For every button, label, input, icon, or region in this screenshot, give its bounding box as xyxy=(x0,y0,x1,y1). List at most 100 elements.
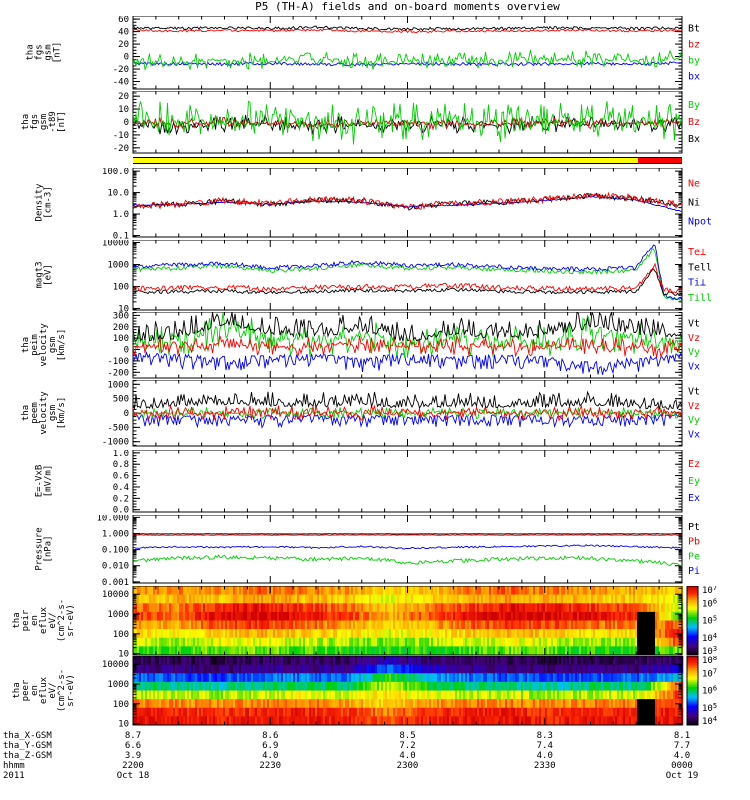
y-tick-label: 0.8 xyxy=(113,460,129,470)
panel-pressure: 10.000 1.000 0.100 0.010 0.001 Pt Pb Pe Pi Pressu… xyxy=(35,515,700,585)
axis-value: 7.2 xyxy=(399,741,416,751)
y-tick-label: 500 xyxy=(113,395,129,405)
y-tick-label: 1.0 xyxy=(113,210,129,220)
axis-value: 8.1 xyxy=(673,731,691,741)
axis-row-label: tha_Z-GSM xyxy=(3,751,52,761)
series-Bt xyxy=(132,25,683,31)
y-tick-label: 300 xyxy=(113,312,129,321)
legend-Pi: Pi xyxy=(688,566,700,577)
y-tick-label: 0.100 xyxy=(102,546,129,556)
colorbar-tick-label: 107 xyxy=(702,586,717,596)
series-Pe xyxy=(132,554,683,567)
y-tick-label: 10.0 xyxy=(107,189,129,199)
legend-Vx: Vx xyxy=(688,430,700,441)
legend-Bx: Bx xyxy=(688,134,700,145)
y-tick-label: 1000 xyxy=(107,260,129,270)
colorbar-tick-label: 106 xyxy=(702,597,717,609)
axis-value: Oct 18 xyxy=(116,771,150,781)
series-Ti_par xyxy=(132,248,683,302)
y-tick-label: 20 xyxy=(118,92,129,102)
legend-Vx: Vx xyxy=(688,362,700,373)
y-tick-label: 10000 xyxy=(102,590,129,600)
y-axis-label: thafgsgsm-t89[nT] xyxy=(21,111,67,133)
y-tick-label: 0 xyxy=(124,118,129,128)
colorbar-tick-label: 106 xyxy=(702,685,717,697)
series-Vt xyxy=(132,390,683,411)
legend-Npot: Npot xyxy=(688,217,712,228)
y-tick-label: 0.4 xyxy=(113,483,129,493)
series-Vy xyxy=(132,312,683,358)
page-title: P5 (TH-A) fields and on-board moments ov… xyxy=(255,0,560,13)
y-tick-label: 0.1 xyxy=(113,231,129,239)
spectrogram-cells xyxy=(133,586,684,656)
panel-fgs-gsm-t89: 20 10 0 -10 -20 By Bz Bx thafgsgsm-t89[nT] xyxy=(21,91,700,154)
legend-bz: bz xyxy=(688,40,700,51)
legend-Ex: Ex xyxy=(688,493,700,504)
axis-row-tha_Y-GSM: tha_Y-GSM 6.6 6.9 7.2 7.4 7.7 xyxy=(0,741,750,751)
y-tick-label: 100 xyxy=(113,282,129,292)
data-series xyxy=(132,390,683,429)
axis-value: 3.9 xyxy=(124,751,142,761)
y-axis-label: E=-VxB[mV/m] xyxy=(35,465,54,498)
y-tick-label: 200 xyxy=(113,323,129,333)
panel-fgs-gsm: 60 40 20 0 -20 -40 Bt bz by bx thafgsgsm[nT] xyxy=(26,16,700,90)
y-axis-label: thapeimvelocitygsm[km/s] xyxy=(21,323,67,367)
legend-Ni: Ni xyxy=(688,198,700,209)
axis-ticks xyxy=(132,450,683,512)
y-axis-label: thapeerenefluxeV/(cm^2-s-sr-eV) xyxy=(12,669,76,712)
colorbar-tick-label: 107 xyxy=(702,667,717,679)
y-axis-label: thapeirenefluxeV/(cm^2-s-sr-eV) xyxy=(12,599,76,642)
legend-Ne: Ne xyxy=(688,178,700,189)
y-tick-label: 0 xyxy=(124,346,129,356)
legend-Pe: Pe xyxy=(688,551,700,562)
y-axis-label: thafgsgsm[nT] xyxy=(26,42,63,64)
y-tick-label: 10 xyxy=(118,720,129,727)
legend-Ti⊥: Ti⊥ xyxy=(688,278,706,289)
series-Bz xyxy=(132,116,683,131)
colorbar-tick-label: 105 xyxy=(702,615,717,627)
legend-Vz: Vz xyxy=(688,401,700,412)
series-Ne xyxy=(132,191,683,210)
y-tick-label: -1000 xyxy=(102,438,129,448)
series-By xyxy=(132,100,683,145)
axis-value: 8.7 xyxy=(124,731,142,741)
axis-value: 6.9 xyxy=(262,741,279,751)
axis-value: 8.5 xyxy=(399,731,416,741)
legend-Vt: Vt xyxy=(688,386,700,397)
axis-value: 6.6 xyxy=(124,741,142,751)
legend-Bz: Bz xyxy=(688,117,700,128)
y-tick-label: 0.0 xyxy=(113,506,129,514)
series-Ti_perp xyxy=(132,244,683,301)
axis-value: 4.0 xyxy=(262,751,279,761)
y-tick-label: 10000 xyxy=(102,240,129,249)
data-series xyxy=(132,25,683,71)
axis-value: 2300 xyxy=(396,761,419,771)
series-Vx xyxy=(132,413,683,429)
legend-Te⊥: Te⊥ xyxy=(688,247,706,258)
legend-Ez: Ez xyxy=(688,459,700,470)
axis-row-label: hhmm xyxy=(3,761,25,771)
axis-ticks xyxy=(132,656,683,726)
y-tick-label: -20 xyxy=(113,65,129,75)
series-bx xyxy=(132,61,683,67)
legend-Vz: Vz xyxy=(688,333,700,344)
series-Vz xyxy=(132,404,683,422)
y-tick-label: 10.000 xyxy=(96,515,129,523)
quality-flag-segment xyxy=(638,158,682,163)
y-axis-label: Density[cm-3] xyxy=(35,183,54,222)
series-Vx xyxy=(132,351,683,375)
legend-Vt: Vt xyxy=(688,318,700,329)
legend-Tell: Tell xyxy=(688,262,712,273)
legend-Pb: Pb xyxy=(688,537,700,548)
y-tick-label: 10000 xyxy=(102,660,129,670)
axis-row-tha_Z-GSM: tha_Z-GSM 3.9 4.0 4.0 4.0 4.0 xyxy=(0,751,750,761)
colorbar-tick-label: 105 xyxy=(702,702,717,714)
legend-bx: bx xyxy=(688,71,700,82)
axis-value: 7.4 xyxy=(536,741,553,751)
axis-value: 4.0 xyxy=(399,751,416,761)
y-tick-label: 20 xyxy=(118,40,129,50)
y-tick-label: 1000 xyxy=(107,680,129,690)
